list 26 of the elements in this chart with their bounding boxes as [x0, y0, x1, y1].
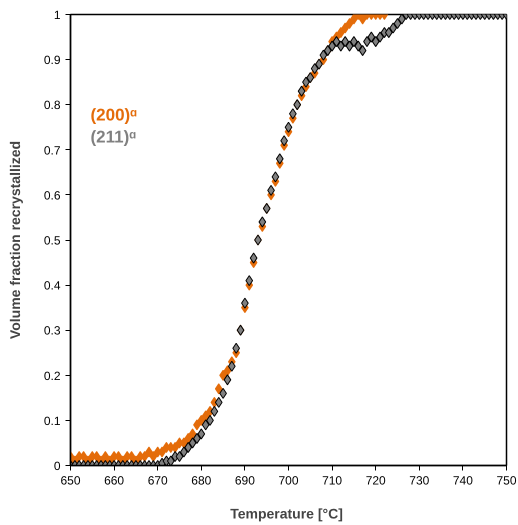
- y-tick-label: 0.2: [44, 368, 61, 383]
- x-tick-label: 720: [366, 474, 386, 488]
- y-tick-label: 0.5: [44, 234, 61, 248]
- x-axis-title: Temperature [°C]: [230, 506, 343, 522]
- y-tick-label: 1: [54, 8, 61, 22]
- text: (211)ᵅ: [90, 128, 136, 146]
- y-tick-label: 0.4: [44, 278, 61, 293]
- y-axis-title: Volume fraction recrystallized: [6, 140, 23, 340]
- y-tick-label: 0.6: [44, 188, 61, 202]
- y-tick-label: 0.8: [44, 98, 61, 112]
- x-tick-label: 650: [60, 474, 81, 488]
- x-tick-label: 680: [191, 474, 212, 488]
- y-tick-label: 0: [54, 459, 61, 473]
- x-tick-label: 710: [322, 474, 342, 488]
- x-tick-label: 730: [409, 474, 430, 488]
- x-tick-label: 660: [104, 474, 124, 488]
- x-tick-label: 700: [278, 474, 299, 488]
- x-tick-label: 690: [234, 474, 256, 488]
- y-tick-label: 0.9: [44, 53, 61, 68]
- text: (200)ᵅ: [90, 106, 138, 124]
- x-tick-label: 670: [148, 474, 168, 488]
- y-tick-label: 0.3: [44, 324, 61, 338]
- y-tick-label: 0.7: [44, 143, 61, 158]
- y-tick-label: 0.1: [44, 414, 61, 428]
- x-tick-label: 740: [452, 474, 474, 488]
- x-tick-label: 750: [496, 474, 517, 488]
